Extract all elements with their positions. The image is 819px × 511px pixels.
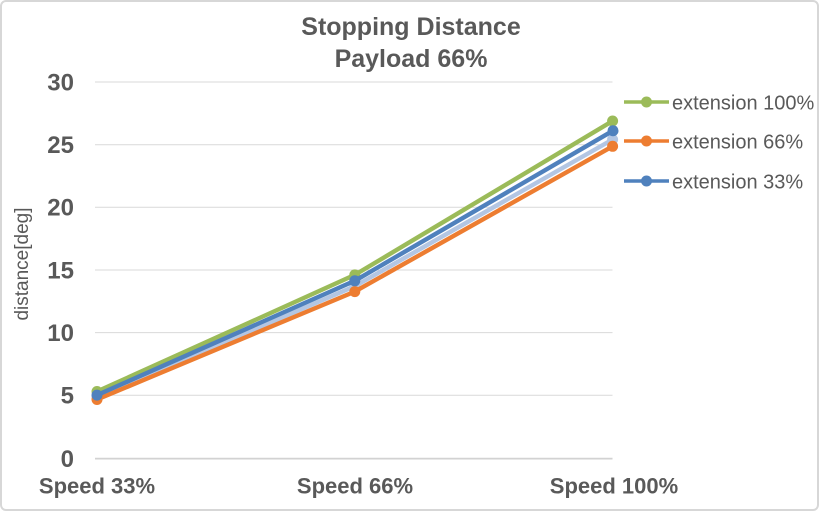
svg-text:20: 20 <box>47 195 74 222</box>
svg-text:25: 25 <box>47 132 74 159</box>
svg-text:0: 0 <box>61 446 74 473</box>
svg-text:15: 15 <box>47 257 74 284</box>
svg-text:distance[deg]: distance[deg] <box>12 207 33 320</box>
svg-text:extension 66%: extension 66% <box>672 131 803 153</box>
svg-text:10: 10 <box>47 320 74 347</box>
svg-text:30: 30 <box>47 69 74 96</box>
svg-text:extension 33%: extension 33% <box>672 172 803 194</box>
svg-text:Speed 100%: Speed 100% <box>550 474 678 499</box>
svg-text:extension 100%: extension 100% <box>672 92 815 114</box>
svg-text:5: 5 <box>61 383 74 410</box>
svg-text:Speed 66%: Speed 66% <box>297 474 413 499</box>
svg-text:Stopping Distance: Stopping Distance <box>301 13 521 41</box>
svg-text:Speed 33%: Speed 33% <box>39 474 155 499</box>
svg-text:Payload 66%: Payload 66% <box>335 45 488 73</box>
